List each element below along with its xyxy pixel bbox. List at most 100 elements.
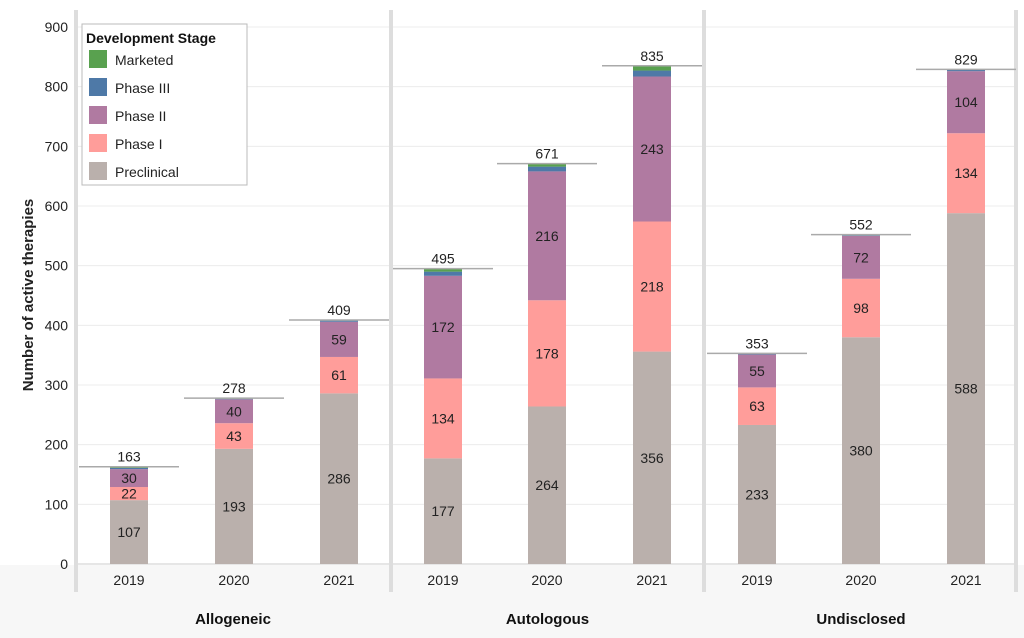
legend-swatch: [89, 106, 107, 124]
x-tick-label: 2021: [950, 572, 981, 588]
bar-segment-phase-ii: [320, 321, 358, 357]
data-label: 59: [331, 331, 347, 347]
panel-label: Autologous: [506, 611, 589, 628]
bar-segment-phase-i: [110, 487, 148, 501]
data-label: 134: [431, 410, 455, 426]
x-tick-label: 2020: [845, 572, 876, 588]
x-tick-label: 2020: [531, 572, 562, 588]
data-label: 193: [222, 498, 246, 514]
legend-swatch: [89, 134, 107, 152]
legend-entry: Phase II: [115, 108, 166, 124]
x-tick-label: 2021: [636, 572, 667, 588]
bar-segment-phase-iii: [947, 69, 985, 72]
data-label: 178: [535, 345, 559, 361]
bar-segment-phase-iii: [738, 353, 776, 355]
legend-entry: Marketed: [115, 52, 173, 68]
total-label: 835: [640, 48, 664, 64]
bar-segment-phase-ii: [738, 354, 776, 388]
bar-segment-phase-ii: [528, 171, 566, 301]
bar-segment-phase-iii: [842, 235, 880, 236]
data-label: 72: [853, 249, 869, 265]
data-label: 286: [327, 471, 351, 487]
y-tick-label: 600: [45, 198, 69, 214]
total-label: 495: [431, 251, 455, 267]
legend-title: Development Stage: [86, 30, 216, 46]
bar-segment-phase-ii: [633, 76, 671, 222]
bar-segment-phase-ii: [110, 469, 148, 488]
data-label: 40: [226, 403, 242, 419]
bar-segment-preclinical: [320, 393, 358, 564]
y-tick-label: 200: [45, 437, 69, 453]
total-label: 278: [222, 380, 246, 396]
bar-segment-phase-iii: [633, 70, 671, 77]
bar-segment-phase-iii: [528, 166, 566, 172]
bar-segment-phase-i: [424, 378, 462, 459]
total-label: 829: [954, 51, 978, 67]
data-label: 588: [954, 381, 978, 397]
x-tick-label: 2019: [427, 572, 458, 588]
legend-box: [81, 23, 248, 186]
data-label: 172: [431, 319, 455, 335]
data-label: 43: [226, 428, 242, 444]
legend-entry: Preclinical: [115, 164, 179, 180]
total-label: 163: [117, 449, 141, 465]
bar-segment-preclinical: [947, 213, 985, 564]
data-label: 55: [749, 363, 765, 379]
data-label: 218: [640, 279, 664, 295]
bar-segment-phase-ii: [424, 275, 462, 379]
bar-segment-phase-iii: [110, 467, 148, 470]
data-label: 63: [749, 398, 765, 414]
legend-swatch: [89, 78, 107, 96]
panel-undisclosed: Undisclosed 233 63 55 353 2019 380 98 72 552 2020 5…: [707, 51, 1016, 628]
bar-segment-preclinical: [633, 351, 671, 564]
legend-entry: Phase III: [115, 80, 170, 96]
total-label: 671: [535, 146, 559, 162]
x-tick-label: 2019: [741, 572, 772, 588]
data-label: 356: [640, 450, 664, 466]
bar-segment-phase-i: [738, 387, 776, 425]
bar-segment-phase-ii: [842, 235, 880, 279]
x-tick-label: 2021: [323, 572, 354, 588]
panel-autologous: Autologous 177 134 172 495 2019 264 178 216 671 20…: [393, 48, 702, 628]
data-label: 177: [431, 503, 455, 519]
x-tick-label: 2020: [218, 572, 249, 588]
panel-label: Undisclosed: [816, 611, 905, 628]
bar-segment-preclinical: [842, 337, 880, 564]
bar-segment-marketed: [528, 163, 566, 167]
x-axis-band: [0, 565, 1024, 638]
bar-segment-phase-iii: [215, 398, 253, 400]
data-label: 98: [853, 300, 869, 316]
legend-swatch: [89, 162, 107, 180]
data-label: 107: [117, 524, 141, 540]
total-label: 353: [745, 335, 769, 351]
bar-segment-marketed: [633, 65, 671, 71]
y-tick-label: 0: [60, 556, 68, 572]
data-label: 233: [745, 486, 769, 502]
bar-segment-phase-iii: [320, 320, 358, 322]
bar-segment-phase-ii: [215, 399, 253, 424]
data-label: 104: [954, 94, 978, 110]
data-label: 61: [331, 367, 347, 383]
legend: Development Stage Marketed Phase III Phase…: [81, 23, 248, 186]
y-tick-label: 400: [45, 317, 69, 333]
total-label: 552: [849, 217, 873, 233]
y-tick-label: 300: [45, 377, 69, 393]
y-axis-ticks: 0 100 200 300 400 500 600 700 800 900: [45, 19, 69, 572]
legend-entry: Phase I: [115, 136, 162, 152]
total-label: 409: [327, 302, 351, 318]
bar-segment-preclinical: [424, 458, 462, 564]
data-label: 134: [954, 165, 978, 181]
data-label: 264: [535, 477, 559, 493]
y-tick-label: 700: [45, 138, 69, 154]
y-tick-label: 900: [45, 19, 69, 35]
x-tick-label: 2019: [113, 572, 144, 588]
data-label: 380: [849, 443, 873, 459]
bar-segment-phase-ii: [947, 71, 985, 134]
bar-segment-marketed: [424, 268, 462, 272]
bar-segment-preclinical: [110, 500, 148, 564]
data-label: 243: [640, 141, 664, 157]
legend-swatch: [89, 50, 107, 68]
data-label: 216: [535, 228, 559, 244]
